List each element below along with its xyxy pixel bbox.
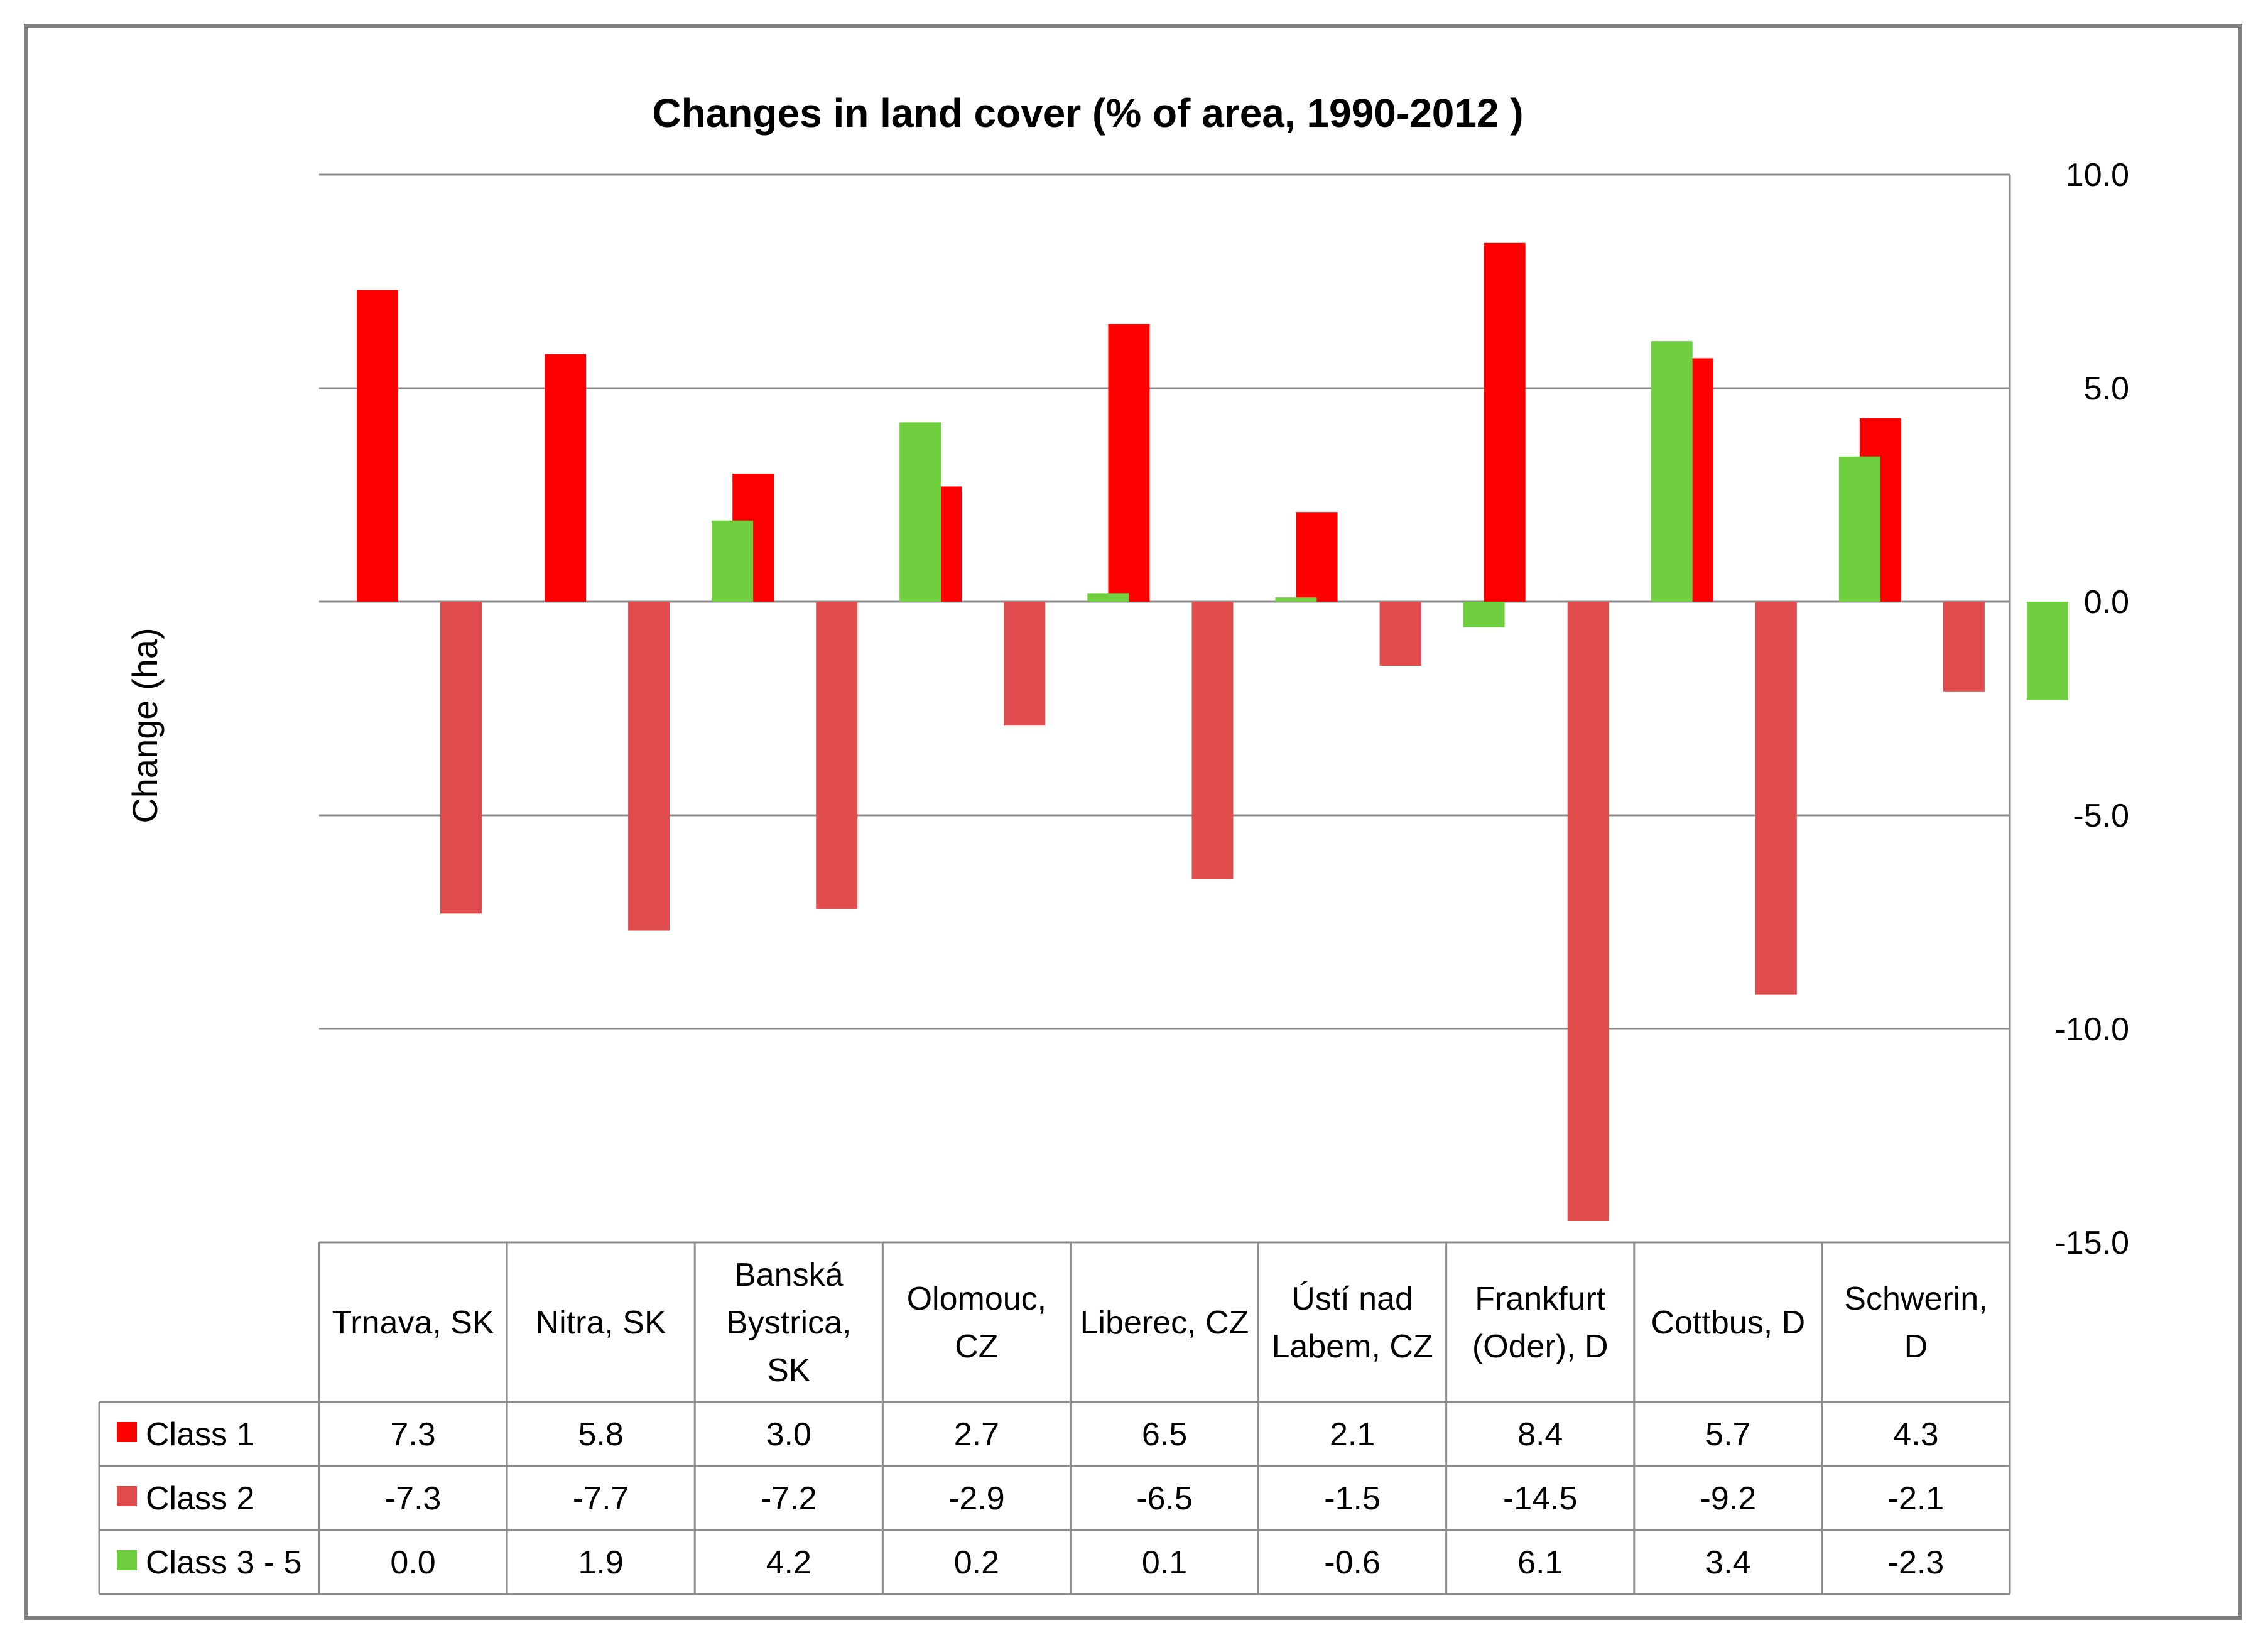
bar-class-3-5-7 [1838, 456, 1880, 602]
category-label-line: Cottbus, D [1651, 1305, 1806, 1341]
y-tick-label: -10.0 [2054, 1011, 2129, 1048]
data-label: 0.1 [1142, 1545, 1187, 1581]
data-label: -2.3 [1888, 1545, 1945, 1581]
legend-label: Class 3 - 5 [146, 1545, 302, 1581]
data-label: 7.3 [390, 1416, 435, 1453]
y-tick-label: -5.0 [2073, 798, 2129, 834]
legend-swatch [117, 1422, 137, 1442]
category-label-line: SK [767, 1352, 811, 1389]
y-tick-label: 10.0 [2066, 157, 2129, 193]
bar-class-1-5 [1296, 512, 1338, 602]
category-label-line: Olomouc, [907, 1281, 1047, 1317]
bar-class-2-8 [1943, 602, 1985, 692]
y-tick-label: 0.0 [2084, 584, 2129, 621]
y-tick-label: -15.0 [2054, 1225, 2129, 1261]
category-label-line: Labem, CZ [1272, 1328, 1433, 1365]
bar-class-3-5-5 [1463, 602, 1505, 627]
bar-class-1-1 [545, 354, 587, 602]
data-label: 5.8 [578, 1416, 624, 1453]
category-label: Cottbus, D [1651, 1305, 1806, 1341]
bar-class-3-5-8 [2026, 602, 2068, 700]
bar-class-2-2 [816, 602, 858, 909]
bar-class-3-5-6 [1651, 341, 1693, 602]
bar-class-3-5-1 [712, 520, 754, 602]
bar-class-3-5-3 [1087, 593, 1129, 602]
data-label: 3.0 [766, 1416, 811, 1453]
bar-class-1-4 [1108, 324, 1150, 602]
data-label: 6.5 [1142, 1416, 1187, 1453]
bar-class-2-0 [440, 602, 482, 914]
bar-class-1-6 [1484, 242, 1526, 602]
category-label: Trnava, SK [332, 1305, 494, 1341]
data-label: -2.9 [948, 1480, 1005, 1517]
category-label: Banská Bystrica, SK [726, 1257, 851, 1389]
data-label: -1.5 [1324, 1480, 1381, 1517]
gridlines [319, 173, 2011, 1242]
bar-class-2-7 [1755, 602, 1797, 995]
legend-swatch [117, 1486, 137, 1506]
category-label: Olomouc, CZ [907, 1281, 1047, 1365]
data-label: -6.5 [1136, 1480, 1193, 1517]
data-label: 3.4 [1705, 1545, 1750, 1581]
data-label: -14.5 [1503, 1480, 1578, 1517]
data-label: 6.1 [1517, 1545, 1563, 1581]
category-label-line: Nitra, SK [536, 1305, 666, 1341]
data-label: 8.4 [1517, 1416, 1563, 1453]
category-label: Frankfurt (Oder), D [1472, 1281, 1609, 1365]
category-label: Ústí nad Labem, CZ [1272, 1281, 1433, 1365]
data-label: 0.0 [390, 1545, 435, 1581]
bar-class-2-3 [1004, 602, 1046, 726]
data-label: 4.3 [1893, 1416, 1938, 1453]
bar-class-2-4 [1191, 602, 1234, 879]
chart-frame [24, 24, 2242, 1620]
bar-class-3-5-4 [1275, 597, 1317, 602]
category-label-line: Schwerin, [1844, 1281, 1987, 1317]
category-label: Nitra, SK [536, 1305, 666, 1341]
category-label-line: D [1904, 1328, 1928, 1365]
category-label: Liberec, CZ [1080, 1305, 1249, 1341]
data-label: 5.7 [1705, 1416, 1750, 1453]
category-label-line: Bystrica, [726, 1305, 851, 1341]
y-axis-label: Change (ha) [125, 627, 165, 823]
bars [357, 242, 2068, 1221]
data-label: 2.7 [954, 1416, 999, 1453]
bar-class-2-6 [1567, 602, 1609, 1221]
data-label: -2.1 [1888, 1480, 1945, 1517]
legend-label: Class 2 [146, 1480, 254, 1517]
y-axis-ticks: 10.0 5.0 0.0 -5.0 -10.0 -15.0 [2054, 157, 2129, 1261]
data-label: -9.2 [1700, 1480, 1757, 1517]
bar-class-2-5 [1379, 602, 1421, 666]
category-label-line: Trnava, SK [332, 1305, 494, 1341]
data-table: Trnava, SK Nitra, SK Banská Bystrica, SK Olom… [98, 1241, 2011, 1595]
data-label: 2.1 [1330, 1416, 1375, 1453]
data-label: -7.7 [573, 1480, 629, 1517]
category-label-line: Banská [734, 1257, 844, 1293]
data-label: 1.9 [578, 1545, 624, 1581]
bar-class-2-1 [628, 602, 670, 931]
data-label: 4.2 [766, 1545, 811, 1581]
y-tick-label: 5.0 [2084, 371, 2129, 407]
category-label-line: (Oder), D [1472, 1328, 1609, 1365]
category-label: Schwerin, D [1844, 1281, 1987, 1365]
category-label-line: Frankfurt [1475, 1281, 1606, 1317]
data-label: 0.2 [954, 1545, 999, 1581]
bar-class-3-5-2 [899, 422, 941, 602]
data-label: -7.2 [761, 1480, 817, 1517]
category-label-line: Ústí nad [1291, 1281, 1413, 1317]
legend-label: Class 1 [146, 1416, 254, 1453]
data-label: -7.3 [385, 1480, 442, 1517]
category-label-line: CZ [955, 1328, 998, 1365]
legend-swatch [117, 1550, 137, 1570]
data-label: -0.6 [1324, 1545, 1381, 1581]
bar-class-1-0 [357, 290, 398, 602]
chart-title: Changes in land cover (% of area, 1990-2… [652, 90, 1523, 136]
category-label-line: Liberec, CZ [1080, 1305, 1249, 1341]
